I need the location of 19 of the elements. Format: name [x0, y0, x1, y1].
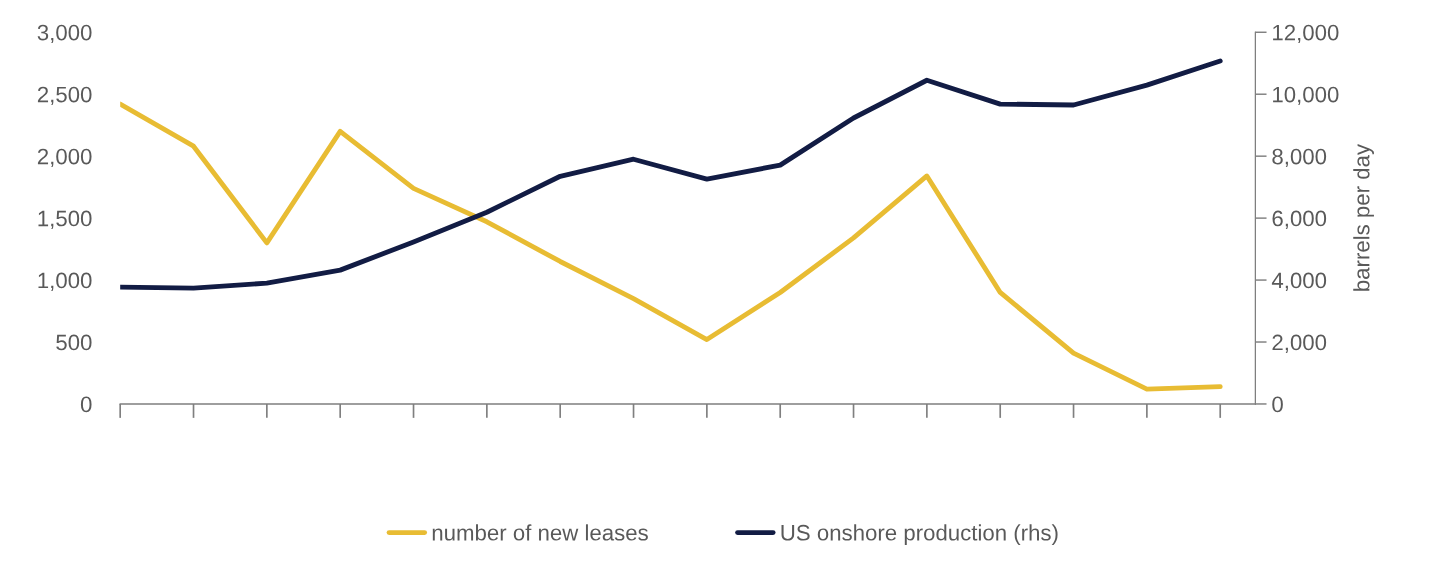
- y2-tick-label: 6,000: [1272, 210, 1327, 229]
- y-tick-label: 2,000: [37, 148, 92, 168]
- line-series: [120, 101, 1223, 392]
- y2-tick-label: 10,000: [1273, 86, 1339, 106]
- y2-tick-label: 2,000: [1272, 334, 1327, 353]
- y-tick-label: 1,000: [38, 272, 92, 291]
- y-tick-label: 3,000: [37, 24, 92, 44]
- y2-tick-label: 4,000: [1271, 272, 1327, 291]
- y2-tick-label: 12,000: [1273, 24, 1339, 44]
- y-tick-label: 500: [56, 334, 92, 351]
- y-tick-label: 0: [80, 396, 92, 413]
- y2-axis-title: barrels per day: [1353, 144, 1374, 291]
- y2-tick-label: 8,000: [1272, 148, 1327, 168]
- legend-label: number of new leases: [432, 524, 648, 541]
- y-tick-label: 1,500: [38, 210, 92, 229]
- legend-label: US onshore production (rhs): [781, 524, 1058, 545]
- line-series: [120, 58, 1223, 291]
- y2-tick-label: 0: [1272, 396, 1283, 413]
- y-tick-label: 2,500: [37, 86, 92, 106]
